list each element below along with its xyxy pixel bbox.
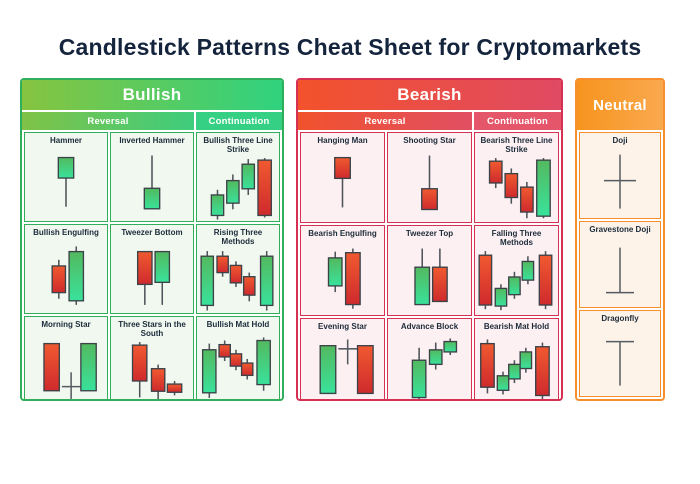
pattern-name: Hanging Man — [317, 136, 368, 145]
candlestick-diagram — [414, 248, 448, 306]
pattern-name: Morning Star — [41, 320, 91, 330]
pattern-cell: Tweezer Bottom — [110, 224, 194, 315]
pattern-name: Evening Star — [318, 321, 367, 331]
panels-container: Bullish Reversal Continuation Hammer Inverte… — [20, 78, 700, 401]
bearish-subheader-reversal: Reversal — [298, 112, 472, 130]
bullish-pattern-grid: Hammer Inverted Hammer Bullish Three Line … — [22, 132, 282, 399]
pattern-cell: Advance Block — [387, 317, 472, 399]
pattern-cell: Morning Star — [24, 316, 108, 399]
bullish-header-label: Bullish — [122, 85, 182, 104]
bearish-subheader-continuation: Continuation — [474, 112, 561, 130]
pattern-name: Bullish Engulfing — [33, 228, 99, 238]
pattern-cell: Rising Three Methods — [196, 224, 280, 315]
pattern-cell: Bullish Mat Hold — [196, 316, 280, 399]
bearish-panel: Bearish Reversal Continuation Hanging Man Sh… — [296, 78, 563, 401]
neutral-pattern-grid: Doji Gravestone Doji Dragonfly — [577, 132, 663, 399]
pattern-name: Rising Three Methods — [213, 228, 263, 246]
pattern-cell: Bearish Mat Hold — [474, 317, 559, 399]
candlestick-diagram — [480, 339, 550, 399]
pattern-name: Doji — [612, 136, 628, 145]
bearish-header: Bearish — [298, 80, 561, 110]
pattern-cell: Hammer — [24, 132, 108, 223]
candlestick-diagram — [334, 156, 351, 208]
candlestick-diagram — [51, 246, 85, 305]
candlestick-diagram — [319, 339, 374, 394]
page-title: Candlestick Patterns Cheat Sheet for Cry… — [58, 34, 642, 60]
neutral-header-label: Neutral — [593, 96, 647, 114]
candlestick-diagram — [210, 157, 272, 220]
pattern-cell: Three Stars in the South — [110, 316, 194, 399]
pattern-cell: Falling Three Methods — [474, 224, 559, 316]
pattern-name: Falling Three Methods — [491, 228, 542, 247]
pattern-name: Bearish Three Line Strike — [480, 136, 553, 154]
bullish-header: Bullish — [22, 80, 282, 110]
pattern-cell: Doji — [579, 132, 661, 219]
candlestick-diagram — [606, 340, 634, 386]
neutral-panel: Neutral Doji Gravestone Doji Dragonfly — [575, 78, 665, 401]
pattern-cell: Shooting Star — [387, 132, 472, 223]
pattern-name: Shooting Star — [403, 136, 456, 145]
subheader-label: Continuation — [208, 115, 270, 127]
bearish-header-label: Bearish — [397, 85, 462, 104]
pattern-name: Tweezer Top — [405, 228, 454, 238]
candlestick-diagram — [327, 248, 361, 309]
bullish-panel: Bullish Reversal Continuation Hammer Inverte… — [20, 78, 284, 401]
pattern-cell: Evening Star — [300, 317, 385, 399]
pattern-name: Dragonfly — [601, 314, 639, 323]
candlestick-diagram — [604, 154, 636, 209]
pattern-name: Bullish Three Line Strike — [203, 136, 273, 154]
pattern-name: Three Stars in the South — [118, 320, 186, 339]
candlestick-diagram — [488, 157, 551, 218]
pattern-name: Gravestone Doji — [589, 225, 651, 234]
pattern-cell: Bullish Three Line Strike — [196, 132, 280, 223]
subheader-label: Continuation — [487, 115, 548, 127]
candlestick-diagram — [200, 250, 274, 311]
bullish-subheader-continuation: Continuation — [196, 112, 282, 130]
pattern-cell: Bearish Three Line Strike — [474, 132, 559, 223]
pattern-cell: Bearish Engulfing — [300, 224, 385, 316]
candlestick-diagram — [57, 156, 75, 207]
pattern-name: Bearish Engulfing — [308, 228, 377, 238]
candlestick-diagram — [201, 337, 271, 399]
pattern-cell: Tweezer Top — [387, 224, 472, 316]
pattern-cell: Dragonfly — [579, 310, 661, 397]
subheader-label: Reversal — [87, 115, 129, 127]
candlestick-diagram — [131, 342, 183, 399]
bearish-subheader-row: Reversal Continuation — [298, 112, 561, 130]
candlestick-diagram — [143, 155, 161, 210]
pattern-name: Inverted Hammer — [119, 136, 185, 145]
bullish-subheader-reversal: Reversal — [22, 112, 194, 130]
candlestick-diagram — [136, 250, 171, 305]
pattern-name: Advance Block — [400, 321, 459, 331]
pattern-name: Bearish Mat Hold — [483, 321, 550, 331]
pattern-name: Tweezer Bottom — [121, 228, 183, 238]
pattern-cell: Inverted Hammer — [110, 132, 194, 223]
pattern-cell: Bullish Engulfing — [24, 224, 108, 315]
neutral-header: Neutral — [577, 80, 663, 130]
candlestick-diagram — [478, 250, 553, 310]
pattern-cell: Hanging Man — [300, 132, 385, 223]
pattern-name: Hammer — [49, 136, 82, 145]
pattern-name: Bullish Mat Hold — [206, 320, 270, 330]
candlestick-diagram — [421, 155, 438, 210]
candlestick-diagram — [606, 247, 634, 294]
subheader-label: Reversal — [364, 115, 406, 127]
bearish-pattern-grid: Hanging Man Shooting Star Bearish Three Li… — [298, 132, 561, 399]
candlestick-diagram — [411, 338, 458, 399]
candlestick-diagram — [43, 343, 97, 399]
bullish-subheader-row: Reversal Continuation — [22, 112, 282, 130]
pattern-cell: Gravestone Doji — [579, 221, 661, 308]
